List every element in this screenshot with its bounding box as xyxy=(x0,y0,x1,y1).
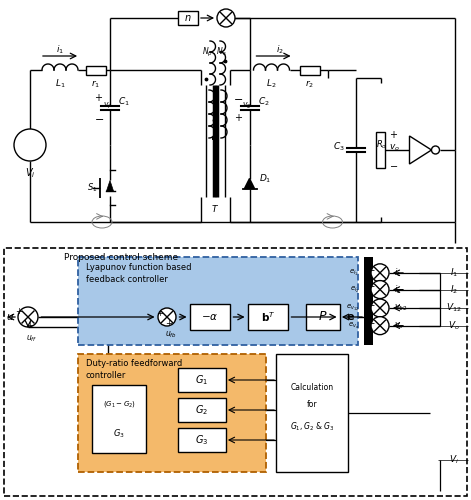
Circle shape xyxy=(371,316,389,334)
Bar xyxy=(248,304,288,330)
Text: $R_o$: $R_o$ xyxy=(376,138,387,151)
Text: $v_2$: $v_2$ xyxy=(242,100,251,111)
Text: $G_3$: $G_3$ xyxy=(113,428,125,440)
Text: $v_o$: $v_o$ xyxy=(394,320,404,331)
Circle shape xyxy=(371,280,389,298)
Circle shape xyxy=(431,146,439,154)
Text: $S_1$: $S_1$ xyxy=(87,181,97,194)
Circle shape xyxy=(158,308,176,326)
Text: -: - xyxy=(370,265,374,275)
Text: $C_1$: $C_1$ xyxy=(118,95,130,108)
Circle shape xyxy=(371,264,389,282)
Text: -: - xyxy=(370,300,374,310)
Text: $\mathbf{b}^T$: $\mathbf{b}^T$ xyxy=(261,310,275,324)
Bar xyxy=(178,11,198,25)
Text: +: + xyxy=(156,308,163,318)
Text: $i_2$: $i_2$ xyxy=(276,44,284,56)
Text: $G_1,G_2$ & $G_3$: $G_1,G_2$ & $G_3$ xyxy=(290,421,334,434)
Bar xyxy=(4,248,467,496)
Text: +: + xyxy=(16,308,23,316)
Text: $I_1$: $I_1$ xyxy=(450,266,458,279)
Text: $+$: $+$ xyxy=(389,130,398,140)
Bar xyxy=(178,368,226,392)
Bar xyxy=(306,304,340,330)
Circle shape xyxy=(14,129,46,161)
Text: $L_2$: $L_2$ xyxy=(266,78,276,90)
Text: $V_i$: $V_i$ xyxy=(449,454,459,466)
Text: $i_1$: $i_1$ xyxy=(56,44,64,56)
Text: $+$: $+$ xyxy=(234,112,243,123)
Text: $+$: $+$ xyxy=(95,92,104,103)
Text: $u_{ff}$: $u_{ff}$ xyxy=(26,334,38,344)
Text: $C_3$: $C_3$ xyxy=(333,141,344,153)
Text: $n$: $n$ xyxy=(184,13,192,23)
Text: $u$: $u$ xyxy=(6,312,14,322)
Text: $e_{i_1}$: $e_{i_1}$ xyxy=(349,268,359,278)
Text: $L_1$: $L_1$ xyxy=(55,78,65,90)
Bar xyxy=(92,385,146,453)
Text: $V_{12}$: $V_{12}$ xyxy=(446,302,462,314)
Text: $i_1$: $i_1$ xyxy=(394,266,401,279)
Bar xyxy=(86,66,106,74)
Text: $v_o$: $v_o$ xyxy=(389,143,400,153)
Circle shape xyxy=(371,299,389,317)
Text: $v_l$: $v_l$ xyxy=(103,100,111,111)
Text: $i_2$: $i_2$ xyxy=(394,284,401,296)
Bar xyxy=(78,354,266,472)
Circle shape xyxy=(18,307,38,327)
Text: Lyapunov function based: Lyapunov function based xyxy=(86,262,192,272)
Text: Calculation: Calculation xyxy=(291,382,333,392)
Text: +: + xyxy=(26,322,33,330)
Bar xyxy=(178,398,226,422)
Circle shape xyxy=(217,9,235,27)
Text: $C_2$: $C_2$ xyxy=(258,95,269,108)
Text: $(G_1 - G_2)$: $(G_1 - G_2)$ xyxy=(103,399,136,409)
Text: $D_1$: $D_1$ xyxy=(259,172,272,184)
Text: $T$: $T$ xyxy=(211,204,219,214)
Text: $-$: $-$ xyxy=(389,160,398,170)
Text: $V_i$: $V_i$ xyxy=(25,166,35,180)
Text: +: + xyxy=(166,320,172,328)
Text: Proposed control scheme: Proposed control scheme xyxy=(64,254,178,262)
Text: $u_{fb}$: $u_{fb}$ xyxy=(165,330,177,340)
Text: controller: controller xyxy=(86,372,126,380)
Bar xyxy=(364,257,373,345)
Polygon shape xyxy=(106,180,114,191)
Bar xyxy=(376,132,385,168)
Text: $e_{v_o}$: $e_{v_o}$ xyxy=(348,320,359,330)
Bar xyxy=(190,304,230,330)
Bar xyxy=(300,66,319,74)
Text: $-\alpha$: $-\alpha$ xyxy=(201,312,219,322)
Text: $r_2$: $r_2$ xyxy=(305,78,314,90)
Text: Duty-ratio feedforward: Duty-ratio feedforward xyxy=(86,360,182,368)
Text: $-$: $-$ xyxy=(94,112,104,122)
Text: -: - xyxy=(370,282,374,292)
Text: $e_{i_2}$: $e_{i_2}$ xyxy=(349,284,359,294)
Text: $G_3$: $G_3$ xyxy=(195,433,209,447)
Text: $-$: $-$ xyxy=(234,92,244,102)
Text: $G_2$: $G_2$ xyxy=(195,403,209,417)
Text: $G_1$: $G_1$ xyxy=(195,373,209,387)
Text: $e_{v_{12}}$: $e_{v_{12}}$ xyxy=(346,303,359,313)
Bar xyxy=(276,354,348,472)
Text: $r_1$: $r_1$ xyxy=(91,78,101,90)
Text: -: - xyxy=(370,318,374,328)
Text: $P$: $P$ xyxy=(318,310,328,324)
Text: feedback controller: feedback controller xyxy=(86,274,168,283)
Polygon shape xyxy=(244,178,254,188)
Text: $I_2$: $I_2$ xyxy=(450,284,458,296)
Text: $V_o$: $V_o$ xyxy=(448,320,460,332)
Polygon shape xyxy=(409,136,431,164)
Text: $N_p:N_s$: $N_p:N_s$ xyxy=(203,46,227,59)
Bar xyxy=(178,428,226,452)
Text: $\mathbf{e}$: $\mathbf{e}$ xyxy=(346,312,355,322)
Text: for: for xyxy=(307,400,317,409)
Bar xyxy=(78,257,358,345)
Text: $v_{12}$: $v_{12}$ xyxy=(394,303,408,314)
